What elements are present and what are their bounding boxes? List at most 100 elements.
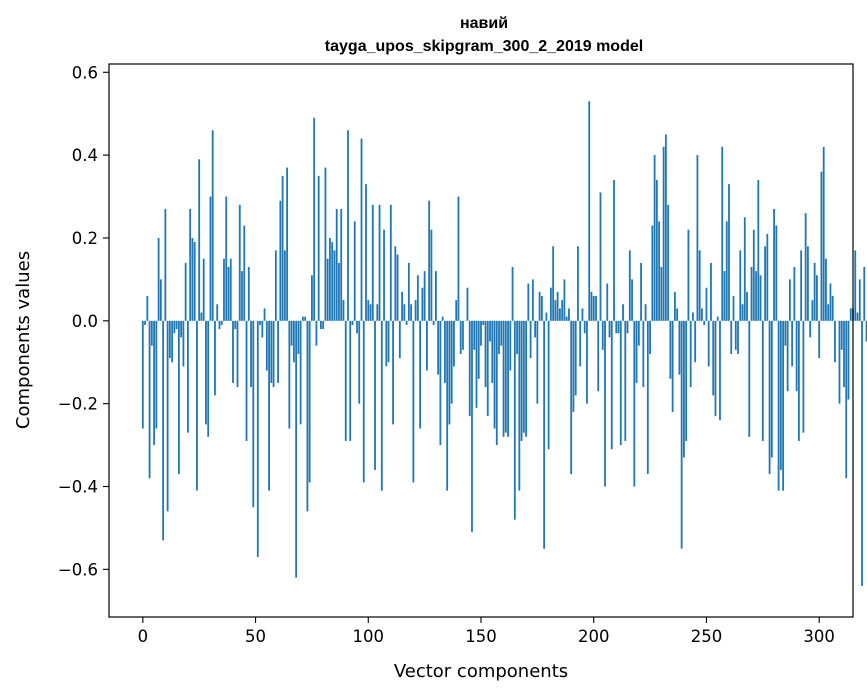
bar-component-39: [229, 258, 232, 321]
bar-component-150: [480, 320, 482, 346]
bar-component-105: [378, 204, 381, 321]
bar-component-267: [743, 217, 746, 321]
bar-component-35: [220, 320, 223, 325]
bar-component-91: [347, 130, 349, 321]
bar-component-213: [622, 304, 624, 321]
bar-component-65: [288, 320, 291, 429]
bar-component-302: [822, 146, 825, 321]
bar-component-287: [788, 279, 791, 321]
bar-component-228: [655, 179, 658, 321]
bar-component-103: [374, 320, 376, 470]
bar-component-249: [703, 320, 706, 325]
bar-component-58: [272, 320, 275, 388]
bar-component-137: [450, 320, 453, 404]
bar-component-191: [572, 320, 575, 412]
bar-component-64: [286, 167, 289, 321]
bar-component-277: [766, 233, 769, 321]
bar-component-285: [784, 320, 787, 346]
bar-component-316: [854, 250, 857, 321]
bar-component-234: [669, 320, 672, 379]
y-tick-label: 0.0: [72, 312, 98, 331]
bar-component-184: [556, 291, 559, 321]
bar-component-4: [150, 320, 153, 346]
bar-component-171: [527, 283, 530, 321]
bar-component-292: [800, 250, 803, 321]
bar-component-93: [351, 320, 354, 325]
bar-component-25: [198, 159, 201, 321]
bar-component-306: [831, 295, 834, 321]
bar-component-7: [157, 237, 160, 321]
bar-component-14: [173, 320, 176, 334]
bar-component-28: [205, 320, 207, 425]
bar-component-202: [597, 320, 600, 392]
bar-component-257: [721, 146, 724, 321]
bar-component-186: [561, 300, 564, 321]
bar-component-33: [216, 304, 219, 321]
bar-component-254: [714, 320, 717, 417]
bar-component-21: [189, 208, 192, 321]
bar-component-97: [360, 138, 363, 321]
bar-component-36: [223, 258, 225, 321]
bar-component-220: [637, 320, 640, 346]
bar-component-226: [651, 225, 654, 321]
bar-component-31: [211, 130, 214, 321]
bar-component-116: [403, 304, 406, 321]
bar-component-255: [716, 316, 719, 321]
bar-component-133: [441, 316, 444, 321]
bar-component-115: [401, 291, 403, 321]
bar-component-140: [457, 196, 460, 321]
bar-component-61: [279, 200, 282, 321]
bar-component-263: [734, 320, 737, 350]
x-tick-label: 0: [138, 627, 149, 646]
bar-component-38: [227, 266, 230, 321]
bar-component-185: [559, 308, 561, 321]
bar-component-227: [653, 155, 656, 321]
chart-subtitle: tayga_upos_skipgram_300_2_2019 model: [325, 38, 643, 55]
bar-component-320: [863, 266, 866, 321]
x-tick-label: 150: [465, 627, 497, 646]
bar-component-118: [407, 262, 410, 321]
bar-component-9: [162, 320, 165, 541]
bar-component-40: [232, 320, 234, 383]
bar-component-239: [680, 320, 683, 549]
bar-component-153: [486, 320, 489, 417]
bar-component-43: [238, 204, 241, 321]
bar-component-113: [396, 254, 399, 321]
bar-component-180: [547, 320, 550, 450]
y-tick-label: −0.2: [58, 395, 98, 414]
bar-component-296: [809, 320, 812, 338]
bar-component-142: [462, 320, 464, 350]
bar-component-251: [707, 320, 710, 367]
bar-component-250: [705, 287, 708, 321]
bar-component-114: [398, 320, 401, 359]
bar-component-151: [482, 320, 485, 325]
bar-component-204: [601, 320, 604, 350]
bar-component-199: [590, 291, 593, 321]
bar-component-317: [856, 312, 859, 321]
bar-component-94: [353, 221, 356, 321]
bar-component-131: [437, 320, 440, 375]
bar-component-41: [234, 320, 237, 330]
bar-component-192: [574, 320, 577, 396]
bar-component-218: [633, 320, 636, 487]
bar-component-246: [696, 155, 699, 321]
bar-component-101: [369, 304, 372, 321]
bar-component-177: [540, 295, 543, 321]
bar-component-260: [728, 184, 730, 321]
bar-component-108: [385, 320, 388, 367]
bar-component-132: [439, 320, 442, 446]
bar-component-209: [613, 179, 615, 321]
bar-component-45: [243, 225, 246, 321]
bar-component-26: [200, 312, 203, 321]
bar-component-139: [455, 300, 458, 321]
bar-component-313: [847, 320, 850, 400]
bar-component-12: [168, 320, 171, 359]
bar-component-30: [209, 196, 212, 321]
bar-component-81: [324, 167, 327, 321]
bar-component-170: [525, 320, 527, 437]
bar-component-289: [793, 266, 796, 321]
bar-component-106: [380, 320, 383, 491]
bar-component-53: [261, 320, 264, 338]
bar-component-163: [509, 320, 512, 371]
bar-component-301: [820, 171, 823, 321]
